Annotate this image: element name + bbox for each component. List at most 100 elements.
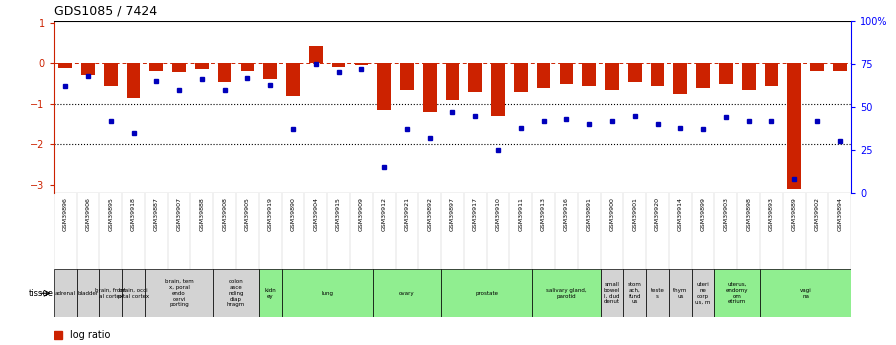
Text: GSM39907: GSM39907 xyxy=(177,197,182,231)
Bar xyxy=(281,269,373,317)
Text: ovary: ovary xyxy=(399,291,415,296)
Bar xyxy=(373,269,441,317)
Text: GSM39902: GSM39902 xyxy=(814,197,820,231)
Text: brain, front
al cortex: brain, front al cortex xyxy=(95,288,126,299)
Text: brain, occi
pital cortex: brain, occi pital cortex xyxy=(118,288,149,299)
Text: GSM39898: GSM39898 xyxy=(746,197,751,231)
Bar xyxy=(491,63,504,116)
Bar xyxy=(309,46,323,63)
Text: GSM39906: GSM39906 xyxy=(85,197,90,231)
Bar xyxy=(82,63,95,76)
Bar xyxy=(355,63,368,65)
Bar xyxy=(122,269,145,317)
Text: GSM39903: GSM39903 xyxy=(723,197,728,231)
Text: lung: lung xyxy=(321,291,333,296)
Text: GSM39892: GSM39892 xyxy=(427,197,432,231)
Text: GSM39887: GSM39887 xyxy=(154,197,159,231)
Text: GSM39911: GSM39911 xyxy=(518,197,523,231)
Bar xyxy=(714,269,760,317)
Bar xyxy=(600,269,624,317)
Bar xyxy=(582,63,596,86)
Text: salivary gland,
parotid: salivary gland, parotid xyxy=(546,288,587,299)
Text: GSM39917: GSM39917 xyxy=(473,197,478,231)
Bar xyxy=(605,63,619,90)
Bar xyxy=(628,63,642,81)
Text: GSM39915: GSM39915 xyxy=(336,197,341,231)
Bar xyxy=(788,63,801,189)
Bar xyxy=(332,63,345,67)
Bar xyxy=(764,63,779,86)
Text: GSM39900: GSM39900 xyxy=(609,197,615,231)
Bar xyxy=(54,269,76,317)
Bar xyxy=(469,63,482,92)
Bar xyxy=(104,63,117,86)
Bar xyxy=(218,63,231,81)
Bar xyxy=(833,63,847,71)
Text: GSM39891: GSM39891 xyxy=(587,197,591,231)
Bar xyxy=(646,269,669,317)
Text: GSM39912: GSM39912 xyxy=(382,197,387,231)
Bar xyxy=(692,269,714,317)
Text: GSM39914: GSM39914 xyxy=(677,197,683,231)
Bar xyxy=(742,63,755,90)
Text: GSM39908: GSM39908 xyxy=(222,197,228,231)
Text: thym
us: thym us xyxy=(673,288,687,299)
Text: GSM39918: GSM39918 xyxy=(131,197,136,231)
Text: GSM39899: GSM39899 xyxy=(701,197,706,231)
Text: GSM39916: GSM39916 xyxy=(564,197,569,231)
Text: GSM39921: GSM39921 xyxy=(404,197,409,231)
Text: GSM39919: GSM39919 xyxy=(268,197,272,231)
Text: GSM39905: GSM39905 xyxy=(245,197,250,231)
Bar xyxy=(560,63,573,83)
Bar xyxy=(259,269,281,317)
Text: GSM39909: GSM39909 xyxy=(358,197,364,231)
Text: stom
ach,
fund
us: stom ach, fund us xyxy=(628,282,642,304)
Text: GSM39889: GSM39889 xyxy=(792,197,797,231)
Text: teste
s: teste s xyxy=(650,288,665,299)
Bar xyxy=(263,63,277,79)
Bar xyxy=(760,269,851,317)
Text: GSM39897: GSM39897 xyxy=(450,197,455,231)
Bar xyxy=(145,269,213,317)
Text: GSM39896: GSM39896 xyxy=(63,197,68,231)
Bar xyxy=(99,269,122,317)
Bar xyxy=(213,269,259,317)
Bar xyxy=(58,63,72,68)
Bar xyxy=(537,63,550,88)
Bar xyxy=(810,63,823,71)
Bar xyxy=(650,63,664,86)
Text: GSM39913: GSM39913 xyxy=(541,197,547,231)
Text: colon
asce
nding
diap
hragm: colon asce nding diap hragm xyxy=(227,279,246,307)
Text: GSM39890: GSM39890 xyxy=(290,197,296,231)
Bar xyxy=(401,63,414,90)
Text: uteri
ne
corp
us, m: uteri ne corp us, m xyxy=(695,282,711,304)
Bar xyxy=(172,63,185,72)
Bar xyxy=(532,269,600,317)
Text: GSM39910: GSM39910 xyxy=(495,197,501,231)
Bar xyxy=(674,63,687,94)
Text: vagi
na: vagi na xyxy=(800,288,812,299)
Bar xyxy=(719,63,733,83)
Bar xyxy=(76,269,99,317)
Bar xyxy=(241,63,254,71)
Text: log ratio: log ratio xyxy=(70,330,110,339)
Bar xyxy=(150,63,163,71)
Bar xyxy=(377,63,391,110)
Text: GSM39888: GSM39888 xyxy=(199,197,204,231)
Bar xyxy=(286,63,300,96)
Text: kidn
ey: kidn ey xyxy=(264,288,276,299)
Text: prostate: prostate xyxy=(475,291,498,296)
Bar xyxy=(445,63,460,100)
Text: small
bowel
l, dud
denut: small bowel l, dud denut xyxy=(604,282,620,304)
Bar xyxy=(624,269,646,317)
Text: tissue: tissue xyxy=(29,289,54,298)
Text: GSM39894: GSM39894 xyxy=(837,197,842,231)
Bar xyxy=(195,63,209,69)
Bar xyxy=(126,63,141,98)
Bar xyxy=(423,63,436,112)
Text: GDS1085 / 7424: GDS1085 / 7424 xyxy=(54,4,157,17)
Text: GSM39893: GSM39893 xyxy=(769,197,774,231)
Text: GSM39901: GSM39901 xyxy=(633,197,637,231)
Text: brain, tem
x, poral
endo
cervi
porting: brain, tem x, poral endo cervi porting xyxy=(165,279,194,307)
Text: GSM39895: GSM39895 xyxy=(108,197,113,231)
